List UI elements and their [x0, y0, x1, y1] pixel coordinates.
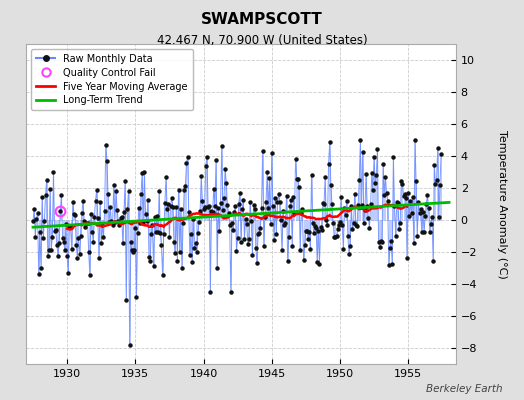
Text: SWAMPSCOTT: SWAMPSCOTT: [201, 12, 323, 27]
Text: Berkeley Earth: Berkeley Earth: [427, 384, 503, 394]
Y-axis label: Temperature Anomaly (°C): Temperature Anomaly (°C): [497, 130, 507, 278]
Legend: Raw Monthly Data, Quality Control Fail, Five Year Moving Average, Long-Term Tren: Raw Monthly Data, Quality Control Fail, …: [31, 49, 192, 110]
Text: 42.467 N, 70.900 W (United States): 42.467 N, 70.900 W (United States): [157, 34, 367, 47]
